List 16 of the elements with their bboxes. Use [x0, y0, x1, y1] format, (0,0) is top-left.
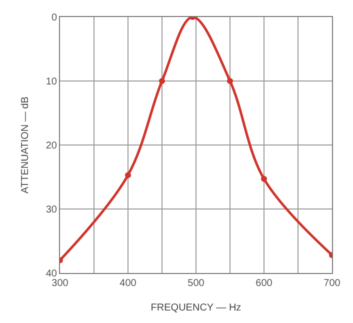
x-tick-label: 600 — [256, 278, 273, 289]
y-tick-label: 20 — [46, 140, 58, 152]
x-axis-title: FREQUENCY — Hz — [150, 302, 242, 314]
x-tick-label: 400 — [120, 278, 137, 289]
y-tick-label: 30 — [46, 204, 58, 216]
x-tick-label: 300 — [52, 278, 69, 289]
x-tick-label: 700 — [324, 278, 341, 289]
point — [261, 176, 267, 182]
y-tick-label: 10 — [46, 76, 58, 88]
y-axis-title: ATTENUATION — dB — [20, 96, 31, 194]
point — [125, 172, 131, 178]
y-tick-label: 40 — [46, 268, 58, 280]
y-tick-label: 0 — [51, 12, 58, 24]
point — [159, 78, 165, 84]
x-tick-label: 500 — [188, 278, 205, 289]
point — [227, 78, 233, 84]
